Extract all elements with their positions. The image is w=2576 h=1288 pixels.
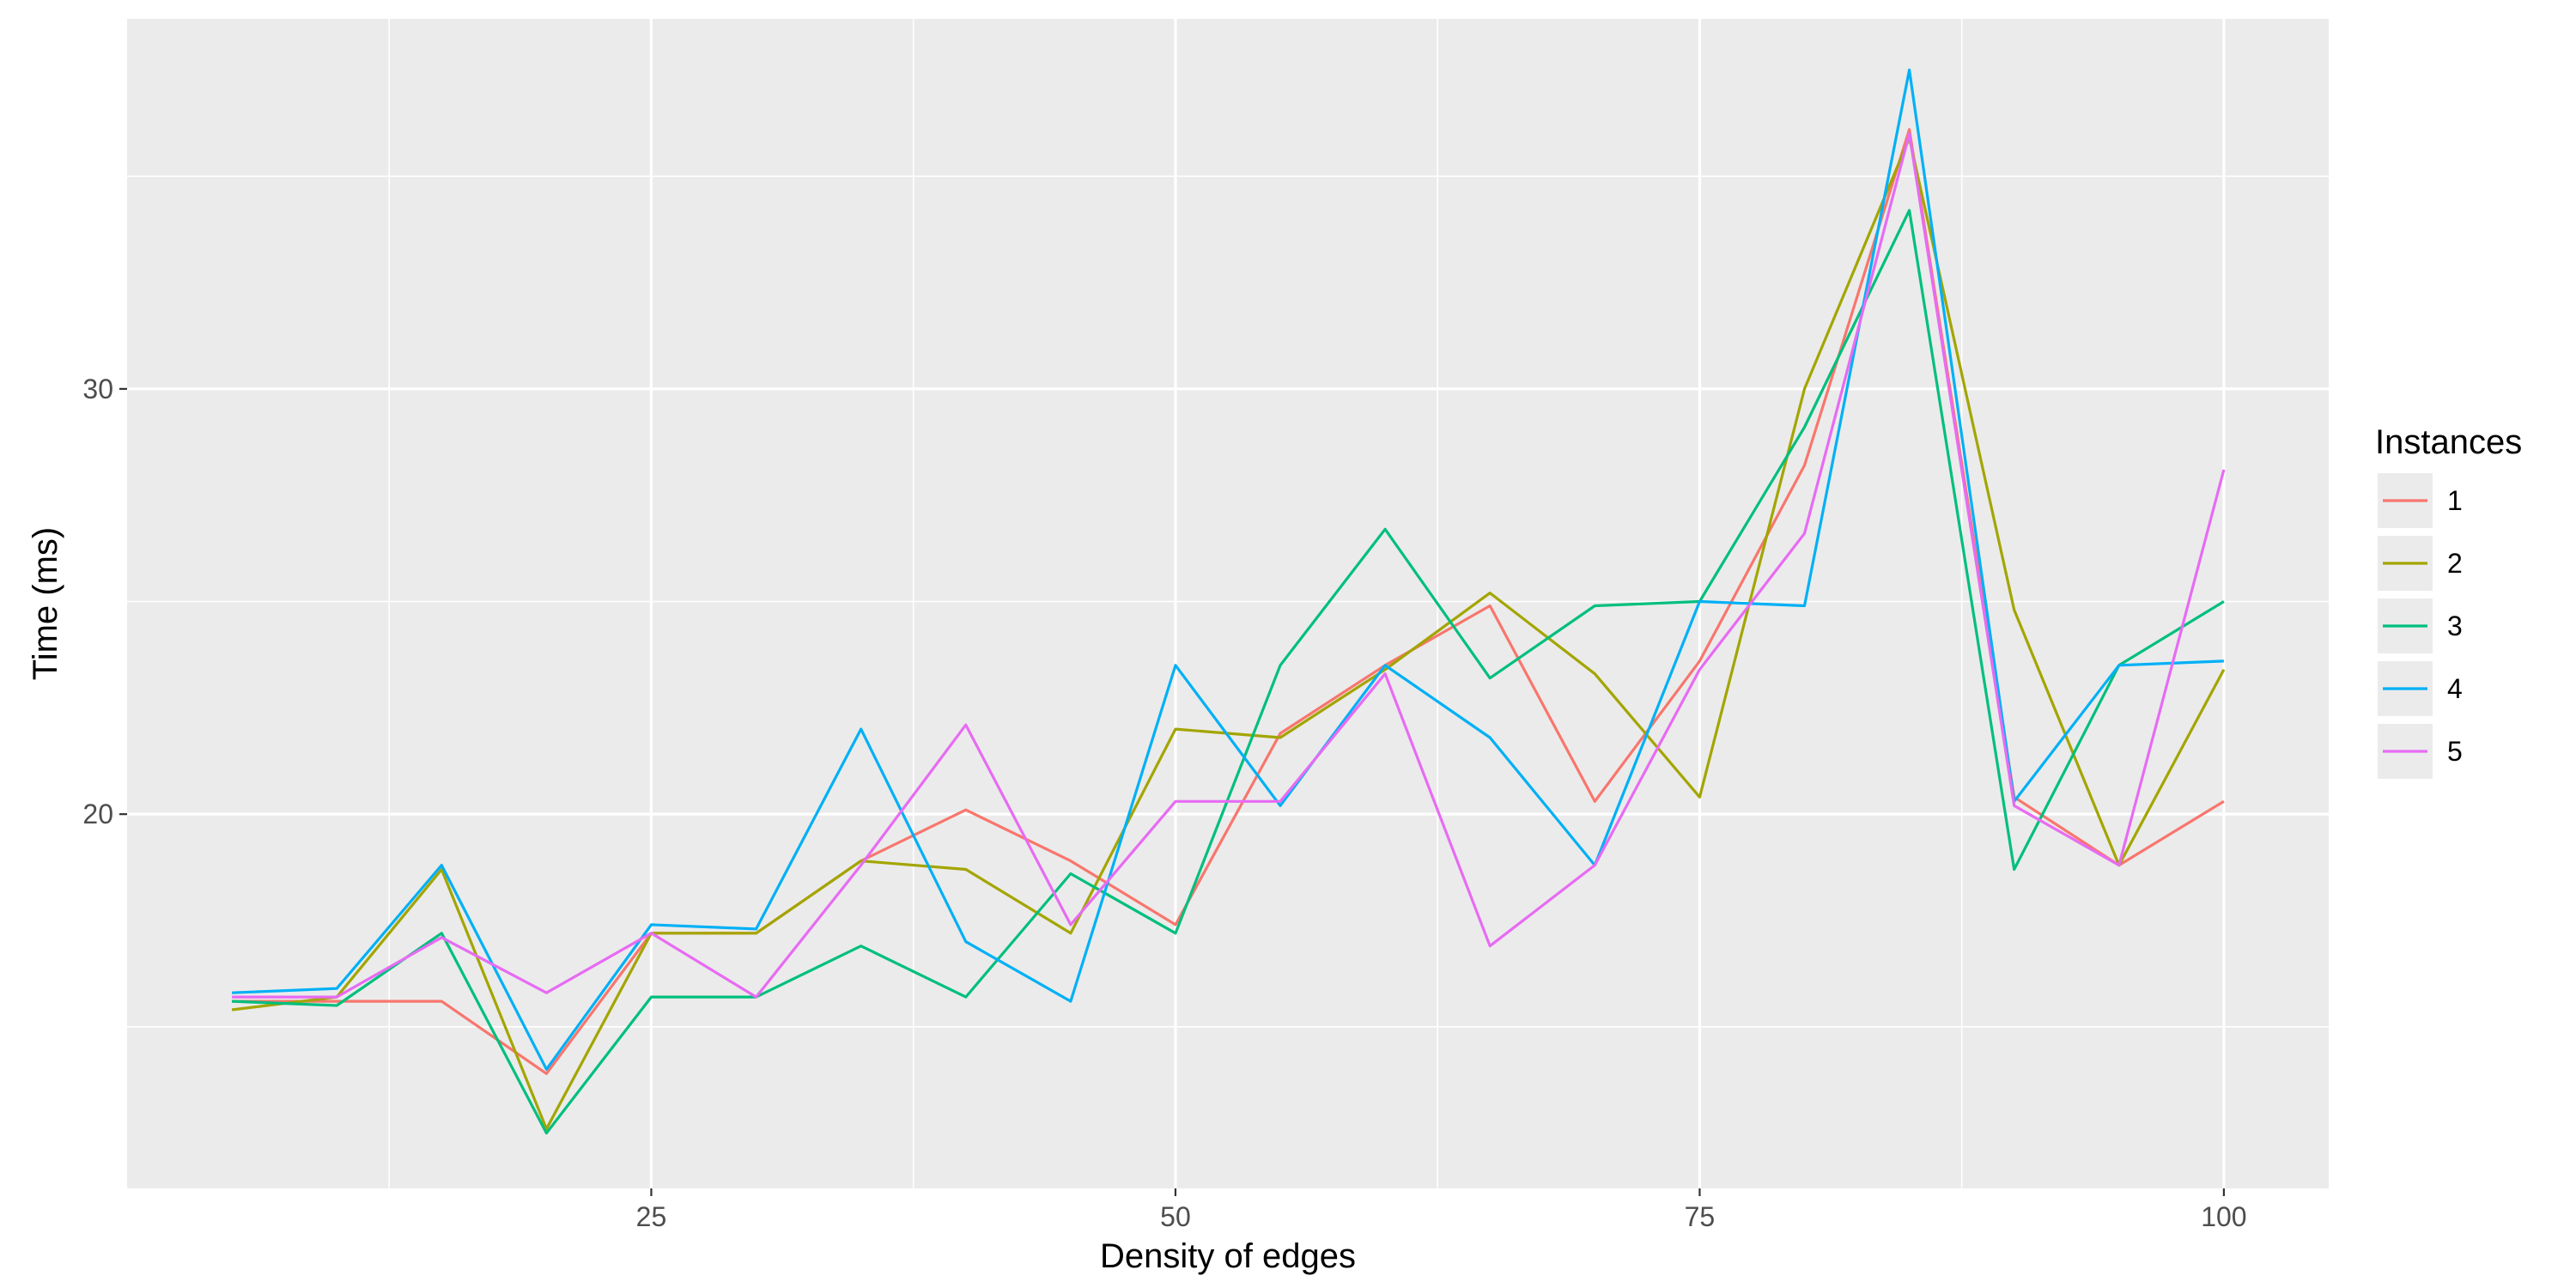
series-lines [231, 68, 2226, 1135]
legend-label-4: 4 [2447, 673, 2463, 704]
legend-label-1: 1 [2447, 485, 2463, 516]
x-tick-label-2: 75 [1685, 1201, 1716, 1232]
legend-label-5: 5 [2447, 736, 2463, 767]
x-tick-label-3: 100 [2201, 1201, 2246, 1232]
series-line-1 [232, 128, 2225, 1075]
legend-label-3: 3 [2447, 611, 2463, 641]
y-tick-label-0: 20 [82, 799, 113, 829]
x-tick-label-1: 50 [1160, 1201, 1191, 1232]
x-tick-label-0: 25 [636, 1201, 667, 1232]
axes: 25 50 75 100 20 30 [82, 374, 2246, 1232]
series-line-3 [232, 209, 2225, 1135]
x-axis-title: Density of edges [1100, 1237, 1356, 1275]
legend: Instances 1 2 3 4 5 [2375, 423, 2522, 781]
legend-title: Instances [2375, 423, 2522, 461]
y-tick-label-1: 30 [82, 374, 113, 404]
series-line-4 [232, 68, 2224, 1071]
series-line-5 [232, 132, 2226, 999]
legend-label-2: 2 [2447, 548, 2463, 579]
y-axis-title: Time (ms) [27, 527, 64, 680]
